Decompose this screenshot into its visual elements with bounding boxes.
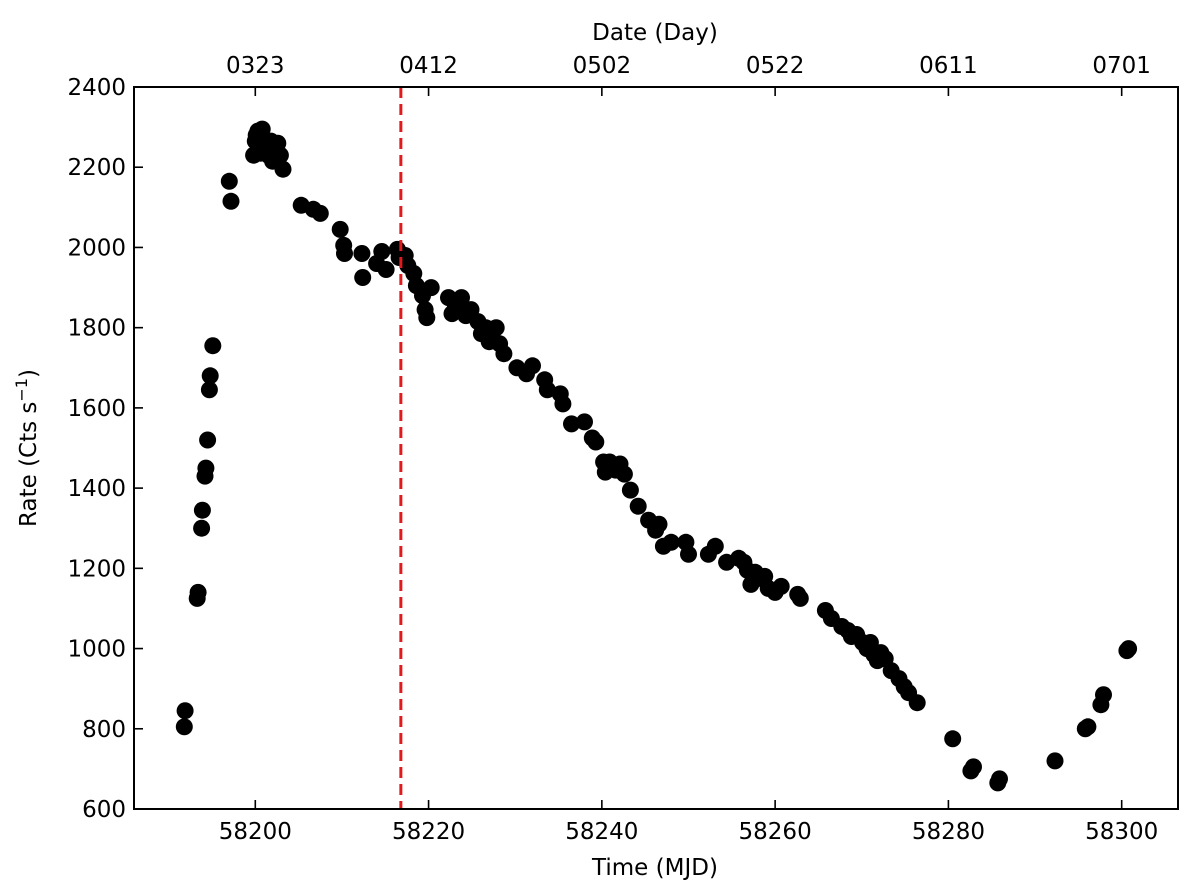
data-point [331,220,349,238]
data-point [965,758,982,776]
data-point [944,730,962,748]
data-point [353,245,371,262]
data-point [204,337,222,355]
data-point [587,433,605,451]
data-point [621,481,639,499]
data-point [274,160,292,178]
data-point [563,415,580,433]
top-tick-label: 0611 [919,53,978,79]
data-point [629,497,647,515]
x-tick-label: 58240 [565,819,638,845]
y-axis-label-close: ) [16,369,42,378]
top-tick-label: 0701 [1092,53,1151,79]
data-point [680,545,697,563]
y-tick-label: 2400 [67,75,126,101]
data-point [222,192,240,210]
data-point [487,319,505,337]
y-tick-label: 2000 [67,235,126,261]
data-point [991,770,1008,788]
data-point [1120,640,1138,658]
data-point [650,515,668,533]
y-tick-label: 1000 [67,637,126,663]
data-point [311,204,329,222]
data-point [453,289,470,307]
data-point [199,431,217,449]
data-point [908,694,926,712]
y-axis-label: Rate (Cts s−1) [12,369,42,527]
data-point [538,381,556,399]
data-point [201,367,219,385]
x-tick-label: 58200 [219,819,292,845]
data-point [418,309,436,327]
data-point [524,357,541,375]
y-tick-label: 800 [82,717,126,743]
data-point [554,395,572,413]
top-tick-label: 0323 [226,53,285,79]
data-point [193,519,211,537]
data-point [495,345,513,363]
data-point [576,413,593,431]
x-tick-label: 58220 [392,819,465,845]
data-point [197,459,215,477]
data-point [373,243,391,260]
axis-ticks: 58200 58220 58240 58260 58280 58300 0323 0412 05… [67,53,1158,845]
data-point [271,146,289,164]
plot-frame [133,86,1179,810]
data-point [422,279,440,297]
top-tick-label: 0502 [573,53,632,79]
top-axis-label: Date (Day) [592,20,718,46]
data-point [189,583,207,601]
y-tick-label: 1800 [67,316,126,342]
data-point [772,577,790,595]
data-point [176,702,194,720]
data-point [354,269,372,286]
y-tick-label: 1200 [67,556,126,582]
top-tick-label: 0412 [399,53,458,79]
y-tick-label: 600 [82,797,126,823]
x-tick-label: 58280 [912,819,985,845]
top-tick-label: 0522 [746,53,805,79]
x-axis-label: Time (MJD) [591,855,718,881]
data-point [1079,718,1097,736]
data-point [377,261,395,278]
data-point [615,465,633,483]
data-point [336,245,353,262]
data-point [1046,752,1064,770]
x-tick-label: 58300 [1085,819,1158,845]
data-point [175,718,193,736]
data-point [791,589,809,607]
data-point [706,537,724,555]
data-point [200,381,218,399]
y-axis-label-exponent: −1 [12,378,31,402]
data-points [175,120,1138,792]
y-tick-label: 1600 [67,396,126,422]
x-tick-label: 58260 [739,819,812,845]
data-point [1095,686,1112,704]
y-tick-label: 1400 [67,476,126,502]
y-axis-label-main: Rate (Cts s [16,402,42,527]
data-point [662,533,680,551]
data-point [193,501,211,519]
y-tick-label: 2200 [67,155,126,181]
data-point [220,172,238,190]
